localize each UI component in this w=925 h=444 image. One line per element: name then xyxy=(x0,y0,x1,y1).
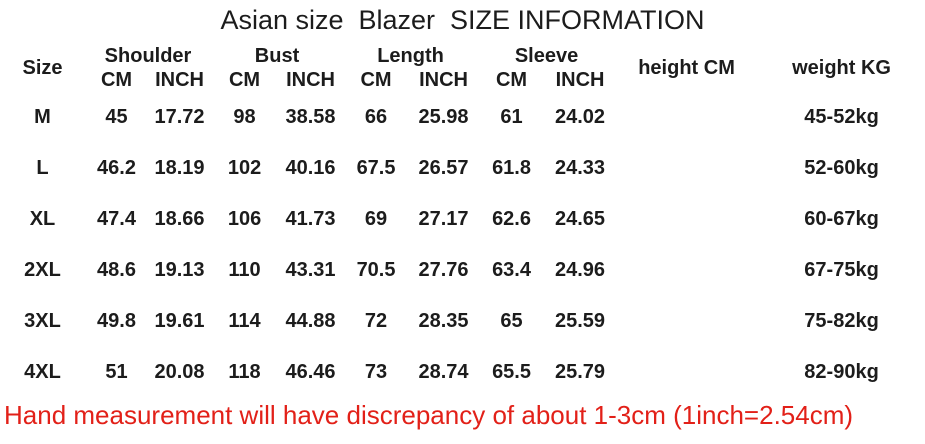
column-header-size: Size xyxy=(22,56,63,79)
cell-sleeve-inch: 25.79 xyxy=(555,361,606,383)
table-header: Size Shoulder Bust Length Sleeve height … xyxy=(0,44,925,92)
cell-size: 3XL xyxy=(24,310,61,332)
page-title: Asian size Blazer SIZE INFORMATION xyxy=(220,5,705,35)
cell-size: 2XL xyxy=(24,259,61,281)
cell-sleeve-inch: 24.96 xyxy=(555,259,606,281)
measurement-note: Hand measurement will have discrepancy o… xyxy=(4,400,854,430)
cell-shoulder-inch: 19.13 xyxy=(154,259,205,281)
cell-bust-inch: 38.58 xyxy=(285,106,336,128)
cell-length-inch: 28.74 xyxy=(418,361,469,383)
cell-shoulder-cm: 49.8 xyxy=(97,310,136,332)
cell-sleeve-cm: 62.6 xyxy=(492,208,531,230)
column-group-sleeve: Sleeve xyxy=(514,44,579,67)
cell-shoulder-cm: 47.4 xyxy=(97,208,136,230)
cell-length-cm: 69 xyxy=(364,208,388,230)
cell-sleeve-cm: 65 xyxy=(500,310,523,332)
column-header-height-cm: height CM xyxy=(638,56,735,79)
cell-height xyxy=(615,143,758,194)
cell-sleeve-cm: 65.5 xyxy=(492,361,531,383)
cell-sleeve-inch: 24.02 xyxy=(555,106,606,128)
cell-bust-cm: 106 xyxy=(227,208,262,230)
cell-bust-inch: 44.88 xyxy=(285,310,336,332)
cell-length-inch: 27.17 xyxy=(418,208,469,230)
column-group-length: Length xyxy=(377,44,444,67)
cell-weight: 60-67kg xyxy=(804,208,879,230)
cell-length-cm: 72 xyxy=(364,310,388,332)
table-row-l: L 46.2 18.19 102 40.16 67.5 26.57 61.8 2… xyxy=(0,143,925,194)
cell-size: M xyxy=(34,106,51,128)
table-row-4xl: 4XL 51 20.08 118 46.46 73 28.74 65.5 25.… xyxy=(0,347,925,398)
cell-shoulder-inch: 18.66 xyxy=(154,208,205,230)
cell-height xyxy=(615,347,758,398)
cell-shoulder-cm: 45 xyxy=(105,106,128,128)
column-header-shoulder-inch: INCH xyxy=(155,68,204,91)
table-row-xl: XL 47.4 18.66 106 41.73 69 27.17 62.6 24… xyxy=(0,194,925,245)
cell-shoulder-cm: 48.6 xyxy=(97,259,136,281)
table-row-m: M 45 17.72 98 38.58 66 25.98 61 24.02 45… xyxy=(0,92,925,143)
cell-length-cm: 70.5 xyxy=(356,259,396,281)
cell-shoulder-cm: 51 xyxy=(105,361,128,383)
cell-weight: 82-90kg xyxy=(804,361,879,383)
cell-bust-inch: 40.16 xyxy=(285,157,336,179)
cell-bust-inch: 41.73 xyxy=(285,208,336,230)
cell-sleeve-cm: 61 xyxy=(500,106,523,128)
header-unit-row: CM INCH CM INCH CM INCH CM INCH xyxy=(0,68,925,92)
cell-height xyxy=(615,194,758,245)
cell-sleeve-inch: 24.65 xyxy=(555,208,606,230)
column-group-bust: Bust xyxy=(254,44,300,67)
cell-length-inch: 28.35 xyxy=(418,310,469,332)
cell-shoulder-cm: 46.2 xyxy=(97,157,136,179)
cell-size: L xyxy=(36,157,49,179)
cell-length-cm: 67.5 xyxy=(356,157,396,179)
column-header-weight-kg: weight KG xyxy=(792,56,891,79)
cell-shoulder-inch: 20.08 xyxy=(154,361,205,383)
header-group-row: Size Shoulder Bust Length Sleeve height … xyxy=(0,44,925,79)
cell-sleeve-inch: 25.59 xyxy=(555,310,606,332)
cell-bust-cm: 102 xyxy=(227,157,262,179)
cell-bust-cm: 98 xyxy=(233,106,256,128)
cell-weight: 75-82kg xyxy=(804,310,879,332)
cell-length-inch: 25.98 xyxy=(418,106,469,128)
table-body: M 45 17.72 98 38.58 66 25.98 61 24.02 45… xyxy=(0,92,925,398)
cell-height xyxy=(615,92,758,143)
table-row-2xl: 2XL 48.6 19.13 110 43.31 70.5 27.76 63.4… xyxy=(0,245,925,296)
column-header-sleeve-cm: CM xyxy=(495,68,528,91)
cell-weight: 52-60kg xyxy=(804,157,879,179)
cell-length-cm: 66 xyxy=(364,106,388,128)
column-header-length-cm: CM xyxy=(360,68,392,91)
cell-sleeve-inch: 24.33 xyxy=(555,157,606,179)
column-header-length-inch: INCH xyxy=(419,68,468,91)
column-group-shoulder: Shoulder xyxy=(104,44,192,67)
column-header-shoulder-cm: CM xyxy=(100,68,133,91)
size-information-table: Size Shoulder Bust Length Sleeve height … xyxy=(0,44,925,398)
cell-bust-cm: 118 xyxy=(228,361,261,383)
cell-bust-cm: 114 xyxy=(228,310,261,332)
cell-shoulder-inch: 19.61 xyxy=(154,310,205,332)
table-row-3xl: 3XL 49.8 19.61 114 44.88 72 28.35 65 25.… xyxy=(0,296,925,347)
cell-weight: 67-75kg xyxy=(804,259,879,281)
column-header-bust-cm: CM xyxy=(228,68,261,91)
cell-size: XL xyxy=(29,208,56,230)
cell-height xyxy=(615,245,758,296)
cell-bust-inch: 43.31 xyxy=(285,259,336,281)
cell-size: 4XL xyxy=(24,361,61,383)
cell-length-inch: 27.76 xyxy=(418,259,469,281)
cell-bust-cm: 110 xyxy=(228,259,261,281)
cell-length-cm: 73 xyxy=(364,361,388,383)
cell-bust-inch: 46.46 xyxy=(285,361,336,383)
column-header-bust-inch: INCH xyxy=(286,68,335,91)
cell-weight: 45-52kg xyxy=(804,106,879,128)
cell-shoulder-inch: 18.19 xyxy=(154,157,205,179)
column-header-sleeve-inch: INCH xyxy=(555,68,605,91)
cell-sleeve-cm: 61.8 xyxy=(492,157,531,179)
cell-sleeve-cm: 63.4 xyxy=(492,259,531,281)
cell-shoulder-inch: 17.72 xyxy=(154,106,205,128)
cell-length-inch: 26.57 xyxy=(418,157,469,179)
cell-height xyxy=(615,296,758,347)
